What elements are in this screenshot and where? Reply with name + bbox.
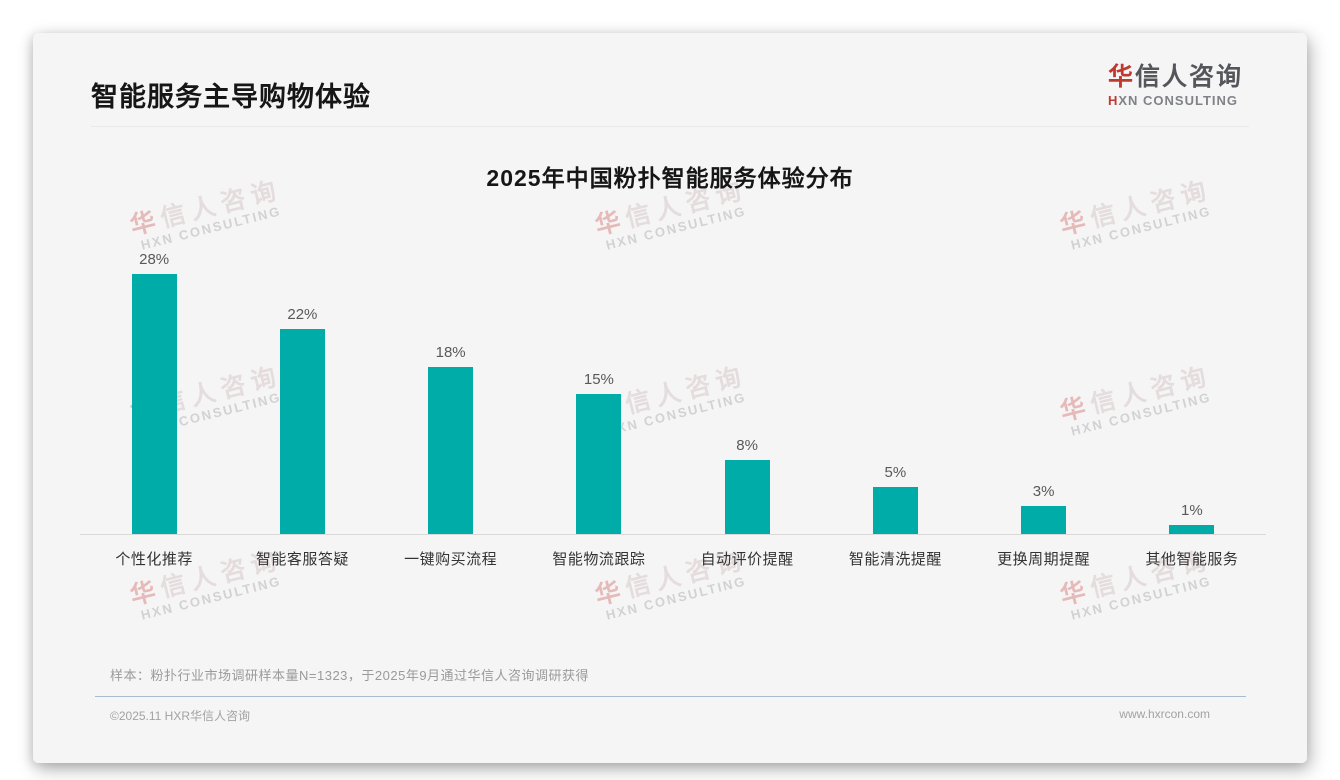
bar <box>872 487 918 534</box>
bar <box>724 460 770 534</box>
bar-chart: 28% 22% 18% 15% 8% 5% 3% 1% 个性化推荐 智能客服答疑 一键购买流程 智能… <box>80 238 1266 569</box>
category-labels-row: 个性化推荐 智能客服答疑 一键购买流程 智能物流跟踪 自动评价提醒 智能清洗提醒 更换周期提… <box>80 535 1266 569</box>
category-label: 智能物流跟踪 <box>552 551 646 568</box>
category-label: 更换周期提醒 <box>997 551 1091 568</box>
bar-value-label: 1% <box>1181 502 1203 519</box>
bar-column: 8% <box>673 437 821 534</box>
bar-value-label: 5% <box>884 464 907 481</box>
page-title: 智能服务主导购物体验 <box>91 82 371 112</box>
bar-column: 28% <box>80 251 228 534</box>
slide-card: 华信人咨询 HXN CONSULTING 华信人咨询 HXN CONSULTING 华信… <box>33 33 1307 763</box>
category-label: 智能客服答疑 <box>255 551 349 568</box>
footer-divider <box>95 696 1246 697</box>
logo-en-gray-chars: XN CONSULTING <box>1118 93 1239 108</box>
bars-row: 28% 22% 18% 15% 8% 5% 3% 1% <box>80 238 1266 535</box>
category-label: 一键购买流程 <box>404 551 498 568</box>
header-divider <box>91 126 1249 127</box>
logo-en-red-char: H <box>1107 93 1119 108</box>
bar-column: 3% <box>970 483 1118 534</box>
copyright-text: ©2025.11 HXR华信人咨询 <box>110 709 250 723</box>
chart-title: 2025年中国粉扑智能服务体验分布 <box>486 165 854 191</box>
bar <box>1021 506 1067 534</box>
category-label: 智能清洗提醒 <box>848 551 942 568</box>
bar-value-label: 15% <box>583 371 614 388</box>
logo-red-char: 华 <box>1107 63 1135 91</box>
bar-column: 15% <box>525 371 673 534</box>
header: 智能服务主导购物体验 华信人咨询 HXN CONSULTING <box>33 33 1307 127</box>
bar-value-label: 8% <box>736 437 758 454</box>
bar-column: 22% <box>228 306 376 534</box>
logo-chinese-name: 华信人咨询 <box>1108 57 1243 93</box>
category-label: 自动评价提醒 <box>700 551 794 568</box>
website-text: www.hxrcon.com <box>1119 707 1210 721</box>
bar <box>1169 525 1215 534</box>
logo-english-name: HXN CONSULTING <box>1108 93 1243 108</box>
company-logo: 华信人咨询 HXN CONSULTING <box>1108 57 1243 108</box>
bar-column: 1% <box>1118 502 1266 534</box>
bar-value-label: 18% <box>435 344 466 361</box>
bar-value-label: 3% <box>1032 483 1055 500</box>
footer: ©2025.11 HXR华信人咨询 www.hxrcon.com <box>33 697 1307 724</box>
bar-value-label: 28% <box>139 251 170 268</box>
bar-column: 5% <box>821 464 969 534</box>
bar <box>131 274 177 534</box>
bar-value-label: 22% <box>287 306 318 323</box>
bar <box>279 329 325 534</box>
bar <box>428 367 474 534</box>
bar-column: 18% <box>377 344 525 534</box>
category-label: 其他智能服务 <box>1145 551 1239 568</box>
bar <box>576 394 622 534</box>
category-label: 个性化推荐 <box>115 551 193 568</box>
slide-content: 智能服务主导购物体验 华信人咨询 HXN CONSULTING 2025年中国粉… <box>33 33 1307 763</box>
sample-footnote: 样本：粉扑行业市场调研样本量N=1323，于2025年9月通过华信人咨询调研获得 <box>110 668 590 683</box>
logo-gray-chars: 信人咨询 <box>1134 63 1243 91</box>
